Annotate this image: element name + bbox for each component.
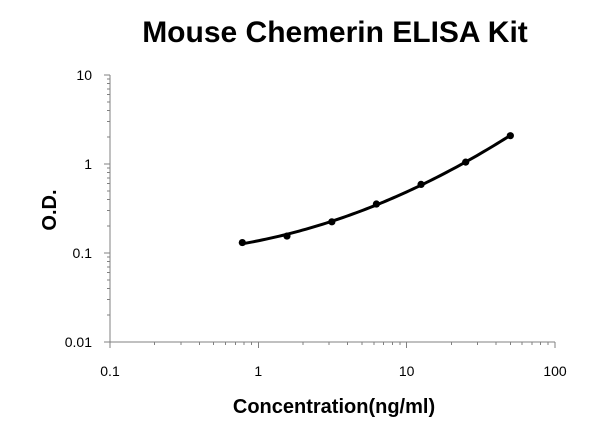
x-tick-label: 10 [399,363,415,379]
standard-curve-line [240,133,512,246]
data-point [372,200,380,208]
y-tick-label: 1 [84,156,92,172]
data-points [238,132,514,247]
data-point [462,158,470,166]
data-point [328,218,336,226]
axis-tick-labels: 0.01 0.1 1 10 0.1 1 10 100 [65,67,567,379]
y-axis-title: O.D. [39,189,61,230]
axes [109,75,555,343]
x-tick-label: 0.1 [100,363,120,379]
data-point [506,132,514,140]
axis-ticks [104,74,556,348]
y-tick-label: 10 [76,67,92,83]
x-tick-label: 1 [254,363,262,379]
y-tick-label: 0.01 [65,334,92,350]
chart-title: Mouse Chemerin ELISA Kit [142,16,528,49]
data-point [417,180,425,188]
x-tick-label: 100 [543,363,567,379]
y-tick-label: 0.1 [73,245,93,261]
data-point [238,238,246,247]
x-axis-title: Concentration(ng/ml) [233,396,435,418]
data-point [283,232,291,240]
